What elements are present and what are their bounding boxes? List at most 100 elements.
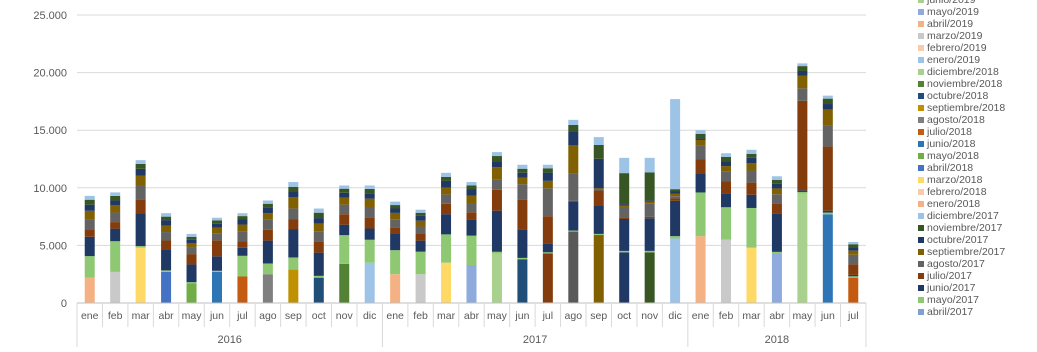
bar-segment [670, 191, 681, 194]
legend-label: noviembre/2017 [927, 222, 1003, 234]
bar-segment [721, 193, 732, 208]
bar-segment [110, 222, 121, 229]
bar-segment [670, 198, 681, 201]
bar-segment [161, 232, 172, 241]
bar-segment [695, 159, 706, 174]
legend-label: junio/2018 [927, 138, 976, 150]
legend-item: junio/2018 [918, 138, 1036, 150]
bar-segment [186, 247, 197, 255]
legend-swatch [918, 0, 924, 3]
bar-segment [721, 161, 732, 167]
x-tick-label: mar [742, 310, 761, 322]
bar-segment [415, 220, 426, 227]
bar-segment [517, 177, 528, 185]
legend-swatch [918, 273, 924, 279]
legend-item: enero/2018 [918, 198, 1036, 210]
bar-segment [339, 197, 350, 205]
legend-label: diciembre/2018 [927, 66, 999, 78]
bar-segment [822, 125, 833, 147]
legend-label: agosto/2018 [927, 114, 985, 126]
bar-segment [695, 145, 706, 160]
bar-segment [390, 201, 401, 206]
bar-segment [644, 157, 655, 173]
bar-segment [695, 130, 706, 134]
bar-segment [161, 216, 172, 221]
x-tick-label: feb [719, 310, 734, 322]
bar-segment [211, 233, 222, 241]
legend-swatch [918, 189, 924, 195]
bar-segment [491, 167, 502, 180]
bar-segment [288, 219, 299, 230]
legend-swatch [918, 21, 924, 27]
bar-segment [593, 137, 604, 145]
bar-segment [211, 256, 222, 271]
bar-segment [364, 193, 375, 199]
bar-segment [466, 195, 477, 204]
legend-label: mayo/2019 [927, 6, 979, 18]
bar-segment [390, 227, 401, 234]
legend-item: mayo/2017 [918, 294, 1036, 306]
bar-segment [262, 203, 273, 208]
bar-segment [390, 212, 401, 220]
bar-segment [721, 207, 732, 240]
bar-segment [797, 191, 808, 194]
x-tick-label: may [182, 310, 203, 322]
bar-segment [568, 230, 579, 232]
bar-segment [695, 236, 706, 303]
bar-segment [746, 170, 757, 183]
legend-swatch [918, 129, 924, 135]
bar-segment [568, 125, 579, 132]
bar-segment [262, 229, 273, 241]
legend-item: junio/2017 [918, 282, 1036, 294]
bar-segment [542, 216, 553, 244]
bar-segment [135, 160, 146, 164]
bar-segment [848, 250, 859, 255]
bar-segment [390, 274, 401, 303]
bar-segment [110, 271, 121, 303]
legend-swatch [918, 201, 924, 207]
legend-label: junio/2019 [927, 0, 976, 6]
bar-segment [186, 283, 197, 303]
bar-segment [262, 274, 273, 303]
bar-segment [695, 133, 706, 139]
bar-segment [644, 252, 655, 303]
bar-segment [593, 235, 604, 303]
bar-segment [466, 185, 477, 190]
bar-segment [110, 241, 121, 272]
legend-item: mayo/2018 [918, 150, 1036, 162]
x-tick-label: ene [81, 310, 99, 322]
x-tick-label: ene [692, 310, 710, 322]
x-tick-label: may [792, 310, 813, 322]
bar-segment [542, 180, 553, 189]
x-tick-label: may [487, 310, 508, 322]
bar-segment [746, 182, 757, 195]
bar-segment [364, 228, 375, 240]
legend-item: marzo/2018 [918, 174, 1036, 186]
bar-segment [186, 243, 197, 248]
bar-segment [670, 189, 681, 192]
bar-segment [771, 183, 782, 189]
year-label: 2018 [765, 334, 789, 346]
legend-swatch [918, 285, 924, 291]
y-tick-label: 5.000 [39, 240, 67, 252]
x-tick-label: mar [437, 310, 456, 322]
bar-segment [771, 213, 782, 252]
legend-swatch [918, 93, 924, 99]
bar-segment [288, 197, 299, 209]
legend-swatch [918, 225, 924, 231]
legend-label: marzo/2019 [927, 30, 983, 42]
bar-segment [186, 282, 197, 284]
bar-segment [822, 214, 833, 303]
bar-segment [491, 251, 502, 254]
bar-segment [670, 193, 681, 197]
bar-segment [313, 212, 324, 219]
bar-segment [771, 203, 782, 214]
bar-segment [84, 199, 95, 205]
legend-item: febrero/2019 [918, 42, 1036, 54]
bar-segment [593, 158, 604, 189]
bar-segment [517, 168, 528, 173]
year-label: 2016 [217, 334, 241, 346]
bar-segment [746, 194, 757, 208]
legend-swatch [918, 213, 924, 219]
bar-segment [797, 66, 808, 71]
